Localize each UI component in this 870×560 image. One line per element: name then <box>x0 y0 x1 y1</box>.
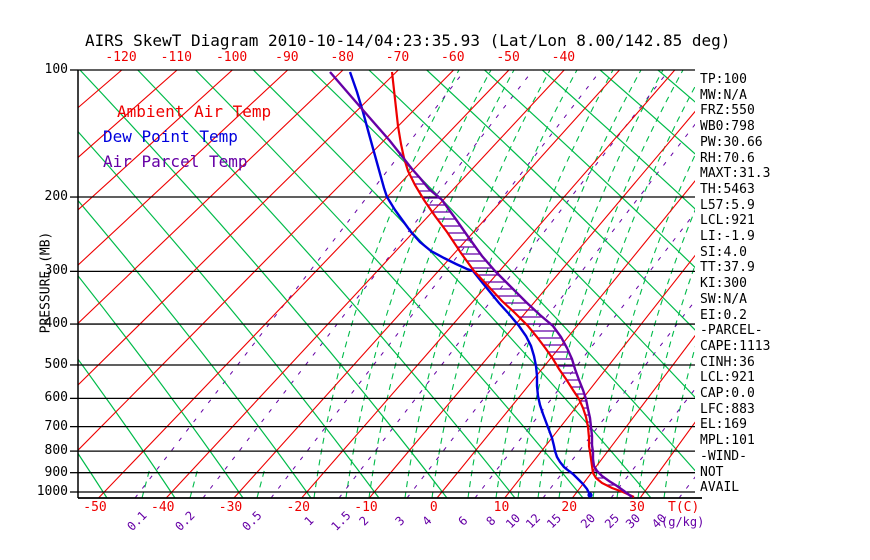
bottom-temp-tick: -50 <box>83 500 107 515</box>
sounding-index-row: MPL:101 <box>700 433 755 449</box>
sounding-index-row: LCL:921 <box>700 213 755 229</box>
sounding-index-row: -WIND- <box>700 448 747 464</box>
top-temp-tick: -40 <box>551 50 576 65</box>
pressure-tick: 300 <box>44 263 68 279</box>
legend-air-parcel-temp: Air Parcel Temp <box>103 152 248 171</box>
dew-point-curve <box>348 71 592 496</box>
pressure-tick: 800 <box>44 443 68 459</box>
sounding-index-row: RH:70.6 <box>700 150 755 166</box>
bottom-temp-tick: -40 <box>151 500 175 515</box>
sounding-index-row: LFC:883 <box>700 401 755 417</box>
bottom-temp-tick: 0 <box>429 500 438 515</box>
pressure-tick: 400 <box>44 316 68 332</box>
sounding-index-row: KI:300 <box>700 276 747 292</box>
pressure-tick: 200 <box>44 189 68 205</box>
sounding-index-row: FRZ:550 <box>700 103 755 119</box>
bottom-temp-tick: -10 <box>354 500 378 515</box>
sounding-index-row: SI:4.0 <box>700 244 747 260</box>
legend-dew-point-temp: Dew Point Temp <box>103 127 238 146</box>
sounding-index-row: CAPE:1113 <box>700 338 771 354</box>
sounding-index-row: TT:37.9 <box>700 260 755 276</box>
top-temp-tick: -50 <box>496 50 520 65</box>
top-temp-tick: -90 <box>275 50 299 65</box>
top-temp-tick: -100 <box>215 50 248 65</box>
legend-ambient-air-temp: Ambient Air Temp <box>117 102 272 121</box>
temp-axis-unit-label: T(C) <box>668 500 700 515</box>
ambient-temp-curve <box>390 71 635 499</box>
sounding-index-row: NOT <box>700 464 724 480</box>
sounding-index-row: TH:5463 <box>700 181 755 197</box>
top-temp-tick: -110 <box>160 50 192 65</box>
pressure-tick: 900 <box>44 464 68 480</box>
mixing-ratio-unit-label: (g/kg) <box>661 515 705 529</box>
sounding-index-row: SW:N/A <box>700 291 747 307</box>
pressure-tick: 100 <box>44 62 68 77</box>
bottom-temp-tick: -30 <box>218 500 243 515</box>
sounding-index-row: MAXT:31.3 <box>700 166 771 182</box>
sounding-index-row: -PARCEL- <box>700 323 763 339</box>
pressure-axis-title: PRESSURE (MB) <box>38 231 54 334</box>
top-temp-tick: -120 <box>105 50 137 65</box>
top-temp-tick: -60 <box>441 50 465 65</box>
top-temp-tick: -80 <box>330 50 354 65</box>
sounding-index-row: TP:100 <box>700 72 747 87</box>
sounding-index-row: LI:-1.9 <box>700 229 755 244</box>
bottom-temp-tick: 30 <box>629 500 645 515</box>
sounding-index-row: LCL:921 <box>700 370 755 386</box>
pressure-tick: 1000 <box>36 484 68 499</box>
chart-title: AIRS SkewT Diagram 2010-10-14/04:23:35.9… <box>85 31 731 50</box>
sounding-index-row: AVAIL <box>700 480 740 496</box>
sounding-index-row: CAP:0.0 <box>700 386 755 401</box>
sounding-index-row: WB0:798 <box>700 119 755 135</box>
bottom-temp-tick: -20 <box>286 500 310 515</box>
air-parcel-curve <box>329 71 633 498</box>
sounding-index-row: MW:N/A <box>700 87 747 103</box>
sounding-index-row: EL:169 <box>700 417 747 433</box>
bottom-temp-tick: 20 <box>561 500 578 515</box>
pressure-tick: 500 <box>44 356 68 372</box>
sounding-index-row: PW:30.66 <box>700 134 763 150</box>
sounding-index-row: EI:0.2 <box>700 307 747 323</box>
top-temp-tick: -70 <box>385 50 410 65</box>
pressure-tick: 600 <box>44 390 68 406</box>
sounding-index-row: L57:5.9 <box>700 197 755 213</box>
pressure-tick: 700 <box>44 418 68 434</box>
sounding-index-row: CINH:36 <box>700 354 755 370</box>
bottom-temp-tick: 10 <box>493 500 510 515</box>
